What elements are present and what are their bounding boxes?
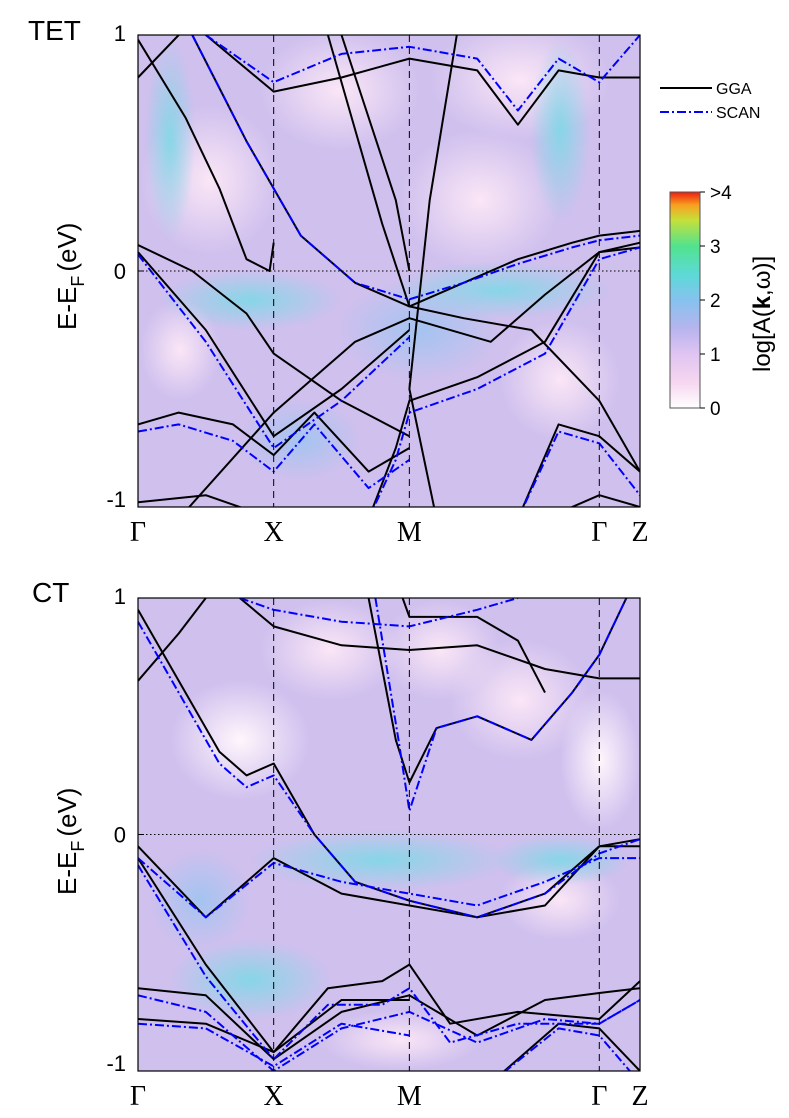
guides-tet: [138, 35, 640, 507]
colorbar-tick-label: 2: [710, 291, 721, 312]
colorbar-gradient: [669, 191, 701, 409]
spectral-heatmap-ct: [138, 598, 640, 1071]
scan-band-tet: [205, 35, 640, 112]
gga-band-ct: [138, 999, 410, 1054]
panel-label-ct: CT: [32, 577, 69, 608]
gga-band-ct: [239, 598, 640, 680]
k-point-label-ct: X: [264, 1081, 284, 1112]
y-tick-label-tet: -1: [106, 487, 126, 512]
gga-band-ct: [401, 598, 546, 694]
scan-band-tet: [191, 35, 640, 301]
y-axis-label-tet: E-EF(eV): [52, 223, 88, 330]
k-point-label-ct: Z: [631, 1081, 648, 1112]
gga-band-tet: [340, 35, 411, 272]
k-point-label-tet: X: [264, 517, 284, 548]
colorbar-tick-label: >4: [710, 183, 732, 204]
guides-ct: [138, 598, 640, 1071]
colorbar-tick-label: 1: [710, 345, 721, 366]
y-ticks-tet: 1 0 -1: [106, 21, 144, 512]
y-tick-label-tet: 0: [114, 259, 126, 284]
scan-band-ct: [239, 598, 519, 628]
scan-band-ct: [138, 621, 640, 919]
gga-band-ct: [138, 857, 640, 1054]
gga-band-tet: [138, 39, 275, 272]
scan-band-ct: [138, 857, 640, 919]
gga-band-tet: [521, 423, 640, 507]
scan-band-tet: [522, 430, 640, 507]
gga-band-tet: [205, 35, 640, 126]
gga-band-tet: [408, 35, 458, 507]
scan-band-ct: [138, 864, 640, 1061]
k-point-label-ct: Γ: [591, 1081, 607, 1112]
y-tick-label-tet: 1: [114, 21, 126, 46]
band-lines-ct: [138, 598, 640, 1071]
gga-band-ct: [138, 598, 207, 682]
k-point-label-tet: Z: [631, 517, 648, 548]
colorbar-tick-label: 3: [710, 237, 721, 258]
gga-band-tet: [138, 35, 180, 79]
k-point-label-tet: Γ: [130, 517, 146, 548]
band-lines-tet: [138, 35, 640, 507]
y-tick-label-ct: 0: [114, 823, 126, 848]
legend-label-gga: GGA: [716, 81, 752, 98]
gga-band-tet: [187, 246, 640, 507]
k-point-label-tet: M: [397, 517, 422, 548]
k-point-label-ct: Γ: [130, 1081, 146, 1112]
scan-band-tet: [372, 246, 640, 507]
k-point-label-ct: M: [397, 1081, 422, 1112]
y-axis-label-ct: E-EF(eV): [52, 788, 88, 895]
scan-band-tet: [138, 253, 411, 449]
k-point-label-tet: Γ: [591, 517, 607, 548]
scan-band-ct: [503, 1027, 632, 1071]
y-tick-label-ct: -1: [106, 1051, 126, 1076]
colorbar-tick-label: 0: [710, 399, 721, 420]
gga-band-tet: [138, 244, 410, 438]
colorbar: 0 1 2 3 >4 log[A(k,ω)]: [669, 183, 776, 420]
legend: GGA SCAN: [660, 81, 760, 122]
legend-label-scan: SCAN: [716, 105, 760, 122]
gga-band-ct: [502, 1022, 640, 1071]
y-tick-label-ct: 1: [114, 584, 126, 609]
panel-label-tet: TET: [28, 15, 81, 46]
colorbar-ticks: 0 1 2 3 >4: [700, 183, 732, 420]
colorbar-label: log[A(k,ω)]: [749, 256, 776, 372]
spectral-heatmap-tet: [138, 35, 640, 507]
gga-band-tet: [138, 494, 243, 507]
y-ticks-ct: 1 0 -1: [106, 584, 144, 1076]
scan-band-ct: [374, 598, 628, 812]
